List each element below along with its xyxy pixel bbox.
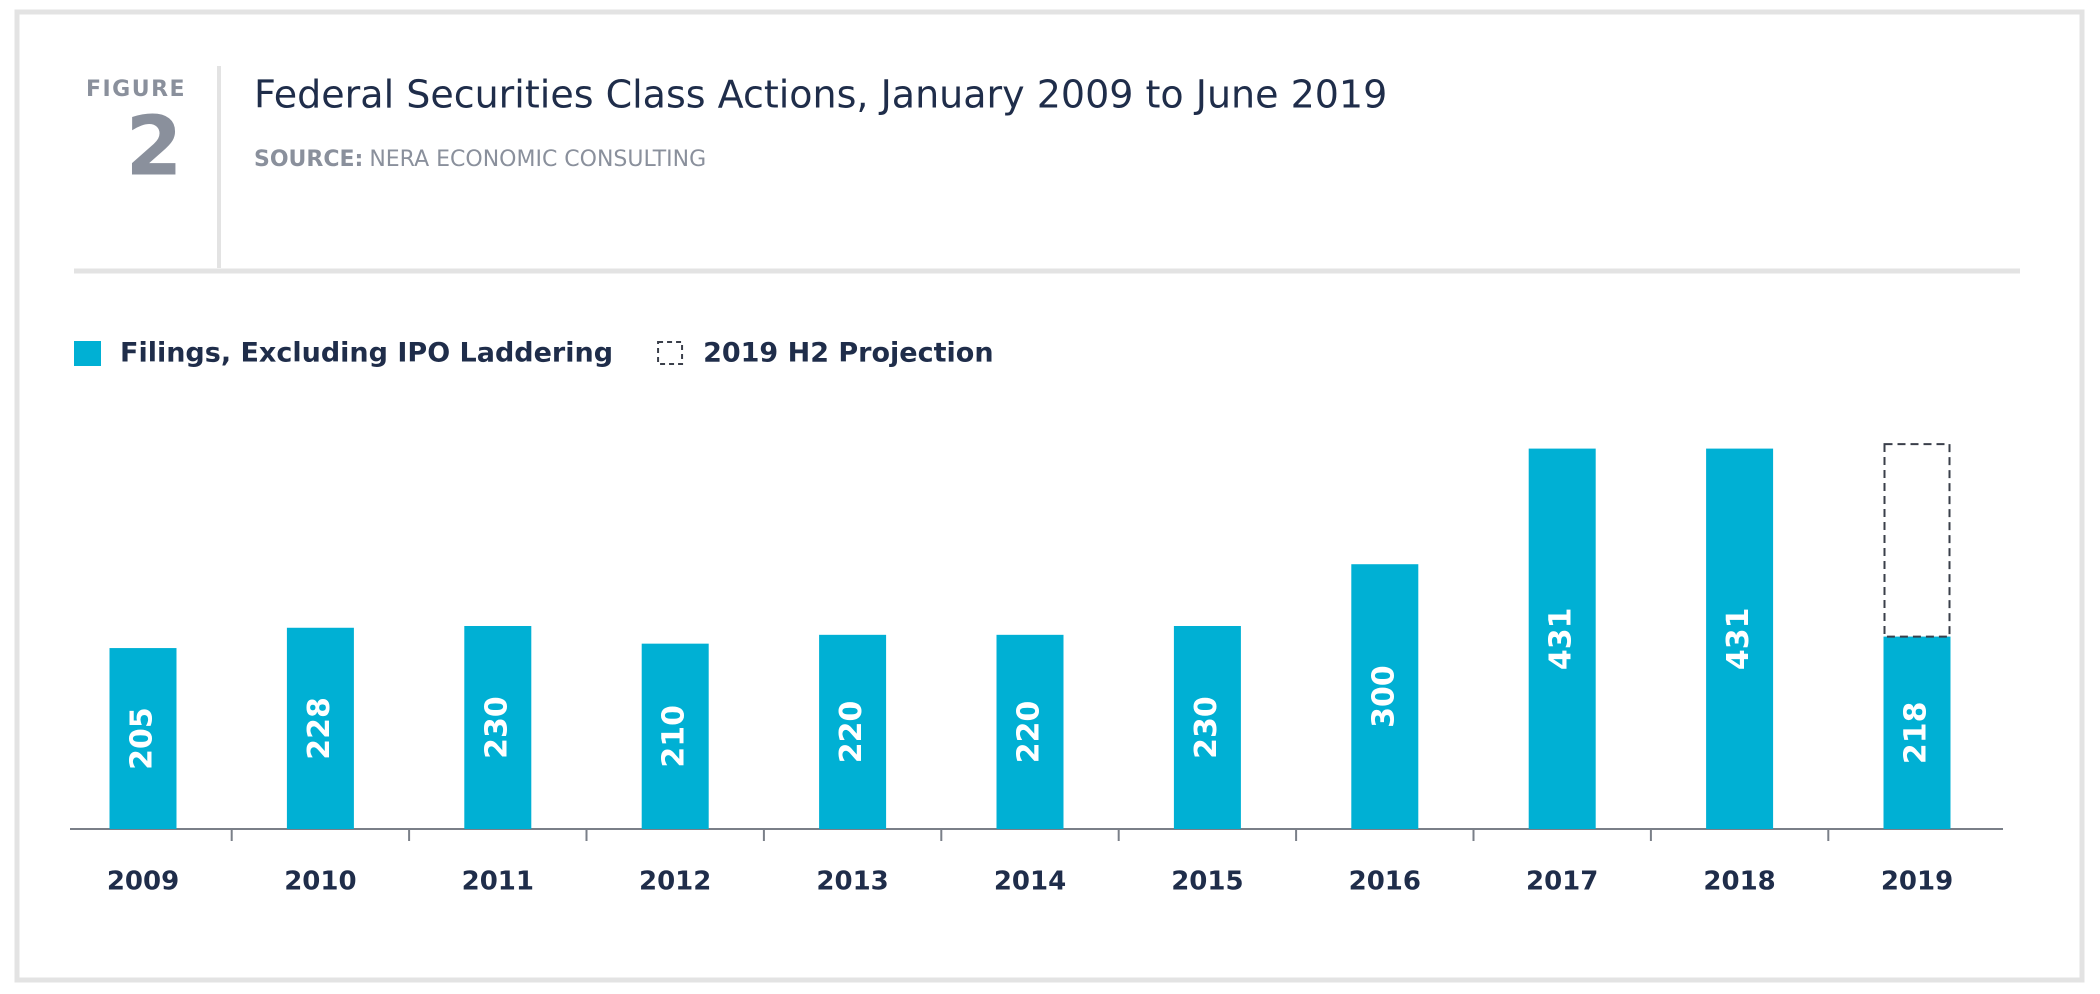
figure-number: 2 <box>125 99 182 194</box>
chart-title: Federal Securities Class Actions, Januar… <box>254 73 1387 117</box>
value-label: 228 <box>302 697 337 760</box>
x-tick-label: 2017 <box>1526 867 1598 897</box>
x-tick-label: 2015 <box>1171 867 1243 897</box>
x-tick-label: 2016 <box>1349 867 1421 897</box>
x-tick-label: 2011 <box>462 867 534 897</box>
source-label: SOURCE: <box>254 147 363 172</box>
x-tick-label: 2019 <box>1881 867 1953 897</box>
value-label: 218 <box>1899 701 1934 764</box>
value-label: 300 <box>1366 665 1401 728</box>
bar <box>1528 448 1596 829</box>
value-label: 220 <box>834 701 869 764</box>
bar <box>464 626 532 829</box>
x-tick-label: 2012 <box>639 867 711 897</box>
value-label: 431 <box>1721 607 1756 670</box>
bar <box>1883 636 1951 829</box>
legend-label: Filings, Excluding IPO Laddering <box>120 338 613 369</box>
legend: Filings, Excluding IPO Laddering 2019 H2 … <box>74 338 994 369</box>
bar <box>1173 626 1241 829</box>
legend-swatch <box>657 341 684 365</box>
value-label: 230 <box>1189 696 1224 759</box>
value-label: 431 <box>1544 607 1579 670</box>
bar <box>109 648 177 829</box>
bar <box>819 634 887 829</box>
x-tick-label: 2018 <box>1703 867 1775 897</box>
projection-bar <box>1883 443 1951 638</box>
bar <box>641 643 709 829</box>
bar <box>286 627 354 829</box>
value-label: 230 <box>479 696 514 759</box>
value-label: 210 <box>657 705 692 768</box>
bar <box>1351 564 1419 829</box>
figure-label: FIGURE <box>86 77 186 102</box>
bar <box>996 634 1064 829</box>
plot: 205 228 230 210 220 220 230 300 431 431 218 2009 201… <box>70 443 2003 897</box>
legend-swatch <box>74 341 101 366</box>
source-line: SOURCE: NERA ECONOMIC CONSULTING <box>254 147 706 172</box>
bar <box>1706 448 1774 829</box>
x-tick-label: 2014 <box>994 867 1066 897</box>
legend-label: 2019 H2 Projection <box>703 338 994 369</box>
value-label: 220 <box>1012 701 1047 764</box>
x-tick-label: 2010 <box>284 867 356 897</box>
x-tick-label: 2013 <box>816 867 888 897</box>
x-tick-label: 2009 <box>107 867 179 897</box>
source: NERA ECONOMIC CONSULTING <box>369 147 706 172</box>
value-label: 205 <box>125 707 160 770</box>
